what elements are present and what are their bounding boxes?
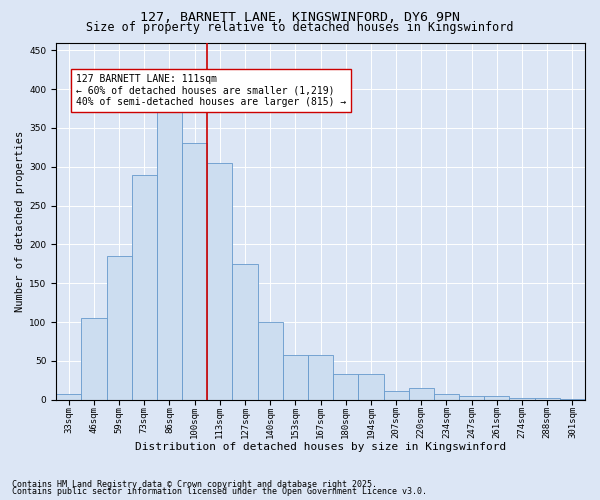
Bar: [308, 355, 333, 400]
Bar: [434, 394, 459, 400]
Bar: [131, 174, 157, 400]
Bar: [560, 399, 585, 400]
Bar: [459, 396, 484, 400]
Bar: [358, 374, 383, 400]
Text: Size of property relative to detached houses in Kingswinford: Size of property relative to detached ho…: [86, 22, 514, 35]
Text: 127, BARNETT LANE, KINGSWINFORD, DY6 9PN: 127, BARNETT LANE, KINGSWINFORD, DY6 9PN: [140, 11, 460, 24]
Text: Contains HM Land Registry data © Crown copyright and database right 2025.: Contains HM Land Registry data © Crown c…: [12, 480, 377, 489]
Bar: [535, 398, 560, 400]
Text: 127 BARNETT LANE: 111sqm
← 60% of detached houses are smaller (1,219)
40% of sem: 127 BARNETT LANE: 111sqm ← 60% of detach…: [76, 74, 347, 107]
Text: Contains public sector information licensed under the Open Government Licence v3: Contains public sector information licen…: [12, 488, 427, 496]
Bar: [182, 144, 207, 400]
Bar: [107, 256, 131, 400]
Bar: [56, 394, 82, 400]
Bar: [333, 374, 358, 400]
Bar: [157, 112, 182, 400]
Y-axis label: Number of detached properties: Number of detached properties: [15, 130, 25, 312]
Bar: [383, 390, 409, 400]
Bar: [484, 396, 509, 400]
Bar: [409, 388, 434, 400]
Bar: [509, 398, 535, 400]
Bar: [207, 163, 232, 400]
Bar: [257, 322, 283, 400]
Bar: [82, 318, 107, 400]
X-axis label: Distribution of detached houses by size in Kingswinford: Distribution of detached houses by size …: [135, 442, 506, 452]
Bar: [232, 264, 257, 400]
Bar: [283, 355, 308, 400]
